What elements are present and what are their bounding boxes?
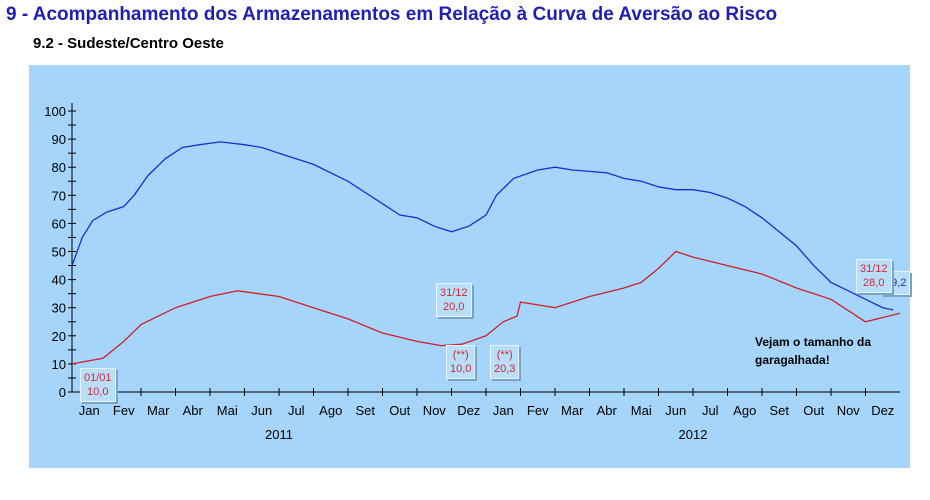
- annotation-value: 28,0: [863, 277, 885, 289]
- annotation-value: 20,0: [443, 301, 465, 313]
- x-tick-label: Mar: [147, 403, 170, 418]
- annotation-note-1: (**) 10,0: [446, 345, 476, 379]
- x-tick-label: Dez: [871, 403, 894, 418]
- annotation-end-2011: 31/12 20,0: [436, 283, 472, 317]
- x-tick-label: Jan: [79, 403, 100, 418]
- x-tick-label: Jun: [251, 403, 272, 418]
- annotation-date: 01/01: [84, 372, 112, 384]
- x-tick-label: Nov: [837, 403, 861, 418]
- x-tick-label: Abr: [597, 403, 618, 418]
- x-tick-label: Jul: [288, 403, 305, 418]
- y-tick-label: 50: [52, 245, 66, 260]
- x-tick-label: Jul: [702, 403, 719, 418]
- chart-subtitle: 9.2 - Sudeste/Centro Oeste: [33, 35, 224, 52]
- storage-series-line: [71, 141, 894, 311]
- note-text: Vejam o tamanho da garagalhada!: [755, 335, 872, 367]
- annotation-date: 31/12: [440, 287, 468, 299]
- x-tick-label: Jan: [493, 403, 514, 418]
- year-label: 2011: [265, 427, 293, 442]
- x-tick-label: Ago: [319, 403, 342, 418]
- y-tick-label: 80: [52, 160, 66, 175]
- annotation-start: 01/01 10,0: [80, 368, 116, 402]
- annotation-date: (**): [496, 349, 513, 361]
- x-tick-label: Out: [803, 403, 824, 418]
- annotation-value: 20,3: [494, 363, 516, 375]
- y-tick-label: 30: [52, 301, 66, 316]
- y-tick-label: 100: [44, 104, 66, 119]
- x-tick-label: Fev: [113, 403, 135, 418]
- y-tick-label: 40: [52, 273, 66, 288]
- x-tick-label: Dez: [457, 403, 480, 418]
- x-tick-label: Set: [769, 403, 789, 418]
- year-label: 2012: [679, 427, 708, 442]
- page-title: 9 - Acompanhamento dos Armazenamentos em…: [6, 4, 778, 25]
- x-tick-label: Mai: [631, 403, 652, 418]
- chart-panel: [29, 65, 910, 468]
- y-tick-label: 70: [52, 188, 66, 203]
- y-tick-label: 20: [52, 329, 66, 344]
- annotation-date: (**): [452, 349, 469, 361]
- y-tick-label: 10: [52, 357, 66, 372]
- x-tick-label: Out: [389, 403, 410, 418]
- annotation-value: 10,0: [87, 386, 109, 398]
- x-tick-label: Mar: [561, 403, 584, 418]
- x-tick-label: Set: [355, 403, 375, 418]
- annotation-end-2012: 31/12 28,0: [856, 259, 892, 293]
- x-tick-label: Abr: [183, 403, 204, 418]
- x-tick-label: Nov: [423, 403, 447, 418]
- annotation-date: 31/12: [860, 263, 888, 275]
- x-tick-label: Jun: [665, 403, 686, 418]
- x-tick-label: Ago: [733, 403, 756, 418]
- x-tick-label: Fev: [527, 403, 549, 418]
- y-tick-label: 0: [59, 385, 66, 400]
- annotation-value: 10,0: [450, 363, 472, 375]
- y-tick-label: 60: [52, 216, 66, 231]
- risk-curve-series-line: [71, 250, 901, 365]
- x-tick-label: Mai: [217, 403, 238, 418]
- annotation-note-2: (**) 20,3: [490, 345, 520, 379]
- y-tick-label: 90: [52, 132, 66, 147]
